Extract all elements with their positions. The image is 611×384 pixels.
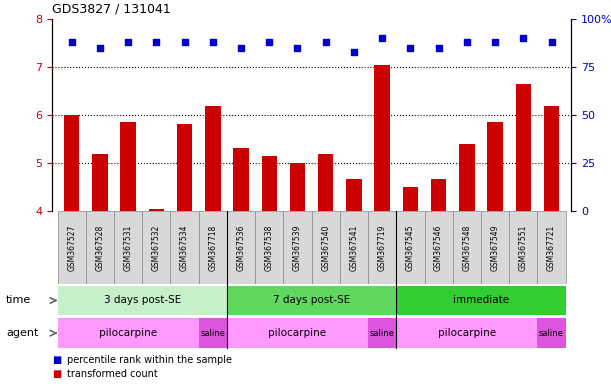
Bar — [459, 144, 475, 211]
Bar — [227, 286, 397, 315]
Bar — [227, 318, 368, 348]
Text: pilocarpine: pilocarpine — [268, 328, 326, 338]
Text: saline: saline — [539, 329, 564, 338]
Bar — [340, 211, 368, 284]
Text: pilocarpine: pilocarpine — [99, 328, 157, 338]
Text: GSM367538: GSM367538 — [265, 225, 274, 271]
Bar — [57, 286, 227, 315]
Text: GSM367541: GSM367541 — [349, 225, 359, 271]
Text: GSM367545: GSM367545 — [406, 224, 415, 271]
Point — [406, 45, 415, 51]
Point — [547, 39, 557, 45]
Point — [95, 45, 105, 51]
Point — [208, 39, 218, 45]
Bar — [86, 211, 114, 284]
Bar — [346, 179, 362, 211]
Text: GSM367536: GSM367536 — [236, 224, 246, 271]
Text: GSM367527: GSM367527 — [67, 225, 76, 271]
Point — [236, 45, 246, 51]
Text: GSM367549: GSM367549 — [491, 224, 500, 271]
Text: agent: agent — [6, 328, 38, 338]
Bar — [199, 211, 227, 284]
Point — [67, 39, 76, 45]
Bar — [516, 84, 531, 211]
Point — [321, 39, 331, 45]
Bar — [148, 209, 164, 211]
Text: GSM367539: GSM367539 — [293, 224, 302, 271]
Bar — [368, 318, 397, 348]
Point — [434, 45, 444, 51]
Bar — [177, 124, 192, 211]
Bar — [255, 211, 284, 284]
Bar — [538, 211, 566, 284]
Bar — [318, 154, 334, 211]
Bar — [199, 318, 227, 348]
Text: GSM367534: GSM367534 — [180, 224, 189, 271]
Bar — [375, 65, 390, 211]
Text: GSM367540: GSM367540 — [321, 224, 330, 271]
Bar — [312, 211, 340, 284]
Bar — [368, 211, 397, 284]
Text: GSM367528: GSM367528 — [95, 225, 104, 271]
Text: saline: saline — [370, 329, 395, 338]
Bar — [57, 211, 86, 284]
Text: time: time — [6, 295, 31, 306]
Bar — [397, 211, 425, 284]
Point — [377, 35, 387, 41]
Text: ■: ■ — [52, 369, 61, 379]
Text: percentile rank within the sample: percentile rank within the sample — [67, 355, 232, 365]
Bar — [425, 211, 453, 284]
Bar — [114, 211, 142, 284]
Bar — [142, 211, 170, 284]
Point — [462, 39, 472, 45]
Bar — [544, 106, 559, 211]
Text: GSM367548: GSM367548 — [463, 225, 471, 271]
Bar — [233, 148, 249, 211]
Bar — [227, 211, 255, 284]
Point — [123, 39, 133, 45]
Text: GSM367719: GSM367719 — [378, 225, 387, 271]
Point — [490, 39, 500, 45]
Bar — [488, 122, 503, 211]
Text: pilocarpine: pilocarpine — [438, 328, 496, 338]
Text: transformed count: transformed count — [67, 369, 158, 379]
Bar — [397, 318, 538, 348]
Text: GSM367532: GSM367532 — [152, 225, 161, 271]
Point — [293, 45, 302, 51]
Text: GSM367718: GSM367718 — [208, 225, 218, 271]
Bar — [403, 187, 418, 211]
Bar — [509, 211, 538, 284]
Bar — [64, 115, 79, 211]
Bar — [120, 122, 136, 211]
Bar — [481, 211, 509, 284]
Point — [265, 39, 274, 45]
Text: saline: saline — [200, 329, 225, 338]
Bar — [92, 154, 108, 211]
Point — [349, 49, 359, 55]
Text: GSM367721: GSM367721 — [547, 225, 556, 271]
Text: GSM367546: GSM367546 — [434, 224, 443, 271]
Text: immediate: immediate — [453, 295, 509, 306]
Bar — [57, 318, 199, 348]
Bar — [397, 286, 566, 315]
Bar — [170, 211, 199, 284]
Point — [152, 39, 161, 45]
Text: 3 days post-SE: 3 days post-SE — [104, 295, 181, 306]
Text: 7 days post-SE: 7 days post-SE — [273, 295, 350, 306]
Text: GDS3827 / 131041: GDS3827 / 131041 — [52, 2, 170, 15]
Bar — [431, 179, 447, 211]
Point — [180, 39, 189, 45]
Bar — [262, 156, 277, 211]
Point — [518, 35, 528, 41]
Bar — [284, 211, 312, 284]
Bar — [290, 163, 306, 211]
Bar — [453, 211, 481, 284]
Text: ■: ■ — [52, 355, 61, 365]
Bar — [205, 106, 221, 211]
Bar — [538, 318, 566, 348]
Text: GSM367531: GSM367531 — [123, 225, 133, 271]
Text: GSM367551: GSM367551 — [519, 225, 528, 271]
